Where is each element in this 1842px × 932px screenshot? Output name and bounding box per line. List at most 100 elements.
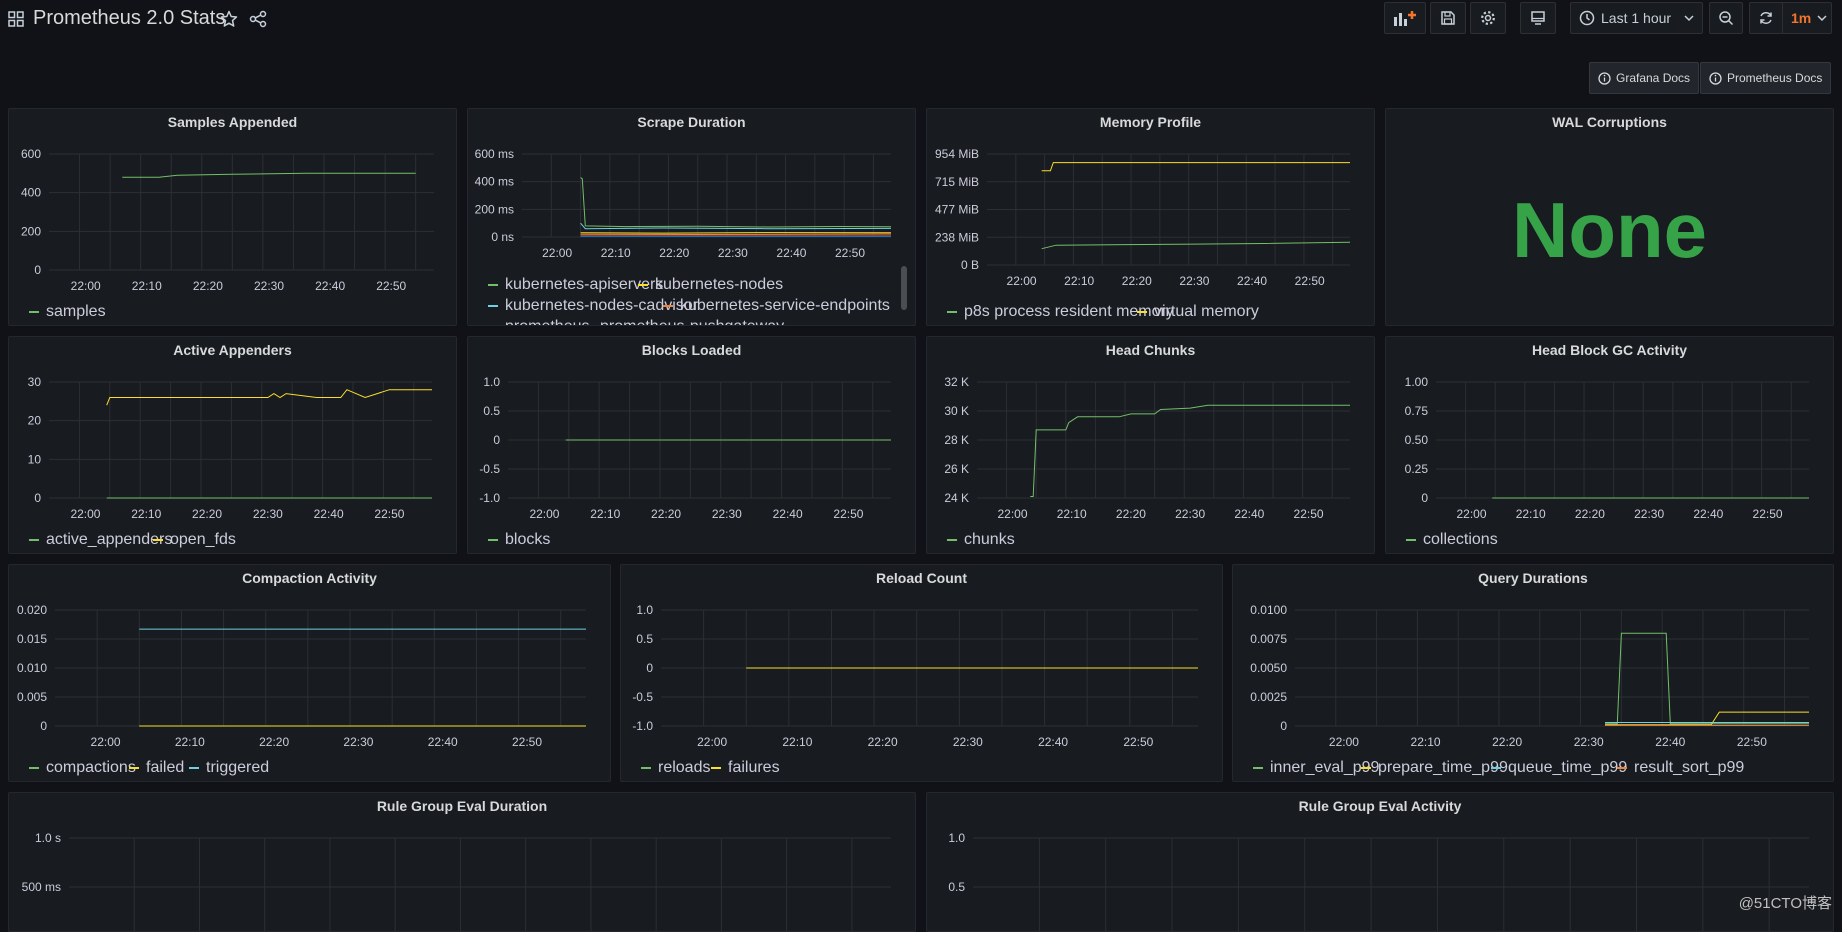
legend-swatch xyxy=(1361,767,1371,769)
legend-item[interactable]: triggered xyxy=(189,759,269,777)
chart-svg[interactable]: 1.0 0.5 0 -0.5 -1.0 22:00 22:10 22:20 22:30 22:40… xyxy=(468,337,915,553)
legend-item[interactable]: active_appenders xyxy=(29,531,172,549)
chart-svg[interactable]: 600 ms 400 ms 200 ms 0 ns 22:00 22:10 22:20 22:… xyxy=(468,109,915,325)
legend-label: virtual memory xyxy=(1154,303,1259,320)
legend-item[interactable]: result_sort_p99 xyxy=(1617,759,1744,777)
chart-svg[interactable]: 30 20 10 0 22:00 22:10 22:20 22:30 22:40 22:50 xyxy=(9,337,456,553)
panel-title[interactable]: Head Chunks xyxy=(1105,342,1196,358)
chart-svg[interactable]: 0.0100 0.0075 0.0050 0.0025 0 22:00 22:10 22:20… xyxy=(1233,565,1833,781)
legend-item[interactable]: virtual memory xyxy=(1137,303,1259,321)
panel-title[interactable]: WAL Corruptions xyxy=(1552,114,1667,130)
series-line-kubernetes-apiservers[interactable] xyxy=(580,177,892,228)
legend-item[interactable]: p8s process resident memory xyxy=(947,303,1174,321)
y-tick-label: 0.5 xyxy=(483,404,500,418)
legend-label: kubernetes-nodes-cadvisor xyxy=(505,297,698,314)
panel-rule-group-eval-duration[interactable]: Rule Group Eval Duration 1.0 s 500 ms 0 ns xyxy=(8,792,916,932)
legend-item[interactable]: failures xyxy=(711,759,780,777)
legend-item[interactable]: failed xyxy=(129,759,184,777)
panel-query-durations[interactable]: Query Durations 0.0100 0.0075 0.0050 0.0025… xyxy=(1232,564,1834,782)
add-panel-button[interactable] xyxy=(1384,2,1426,34)
time-picker-button[interactable]: Last 1 hour xyxy=(1570,2,1703,34)
series-line-prepare_time_p99[interactable] xyxy=(1605,711,1809,726)
tv-mode-button[interactable] xyxy=(1520,2,1556,34)
series-line-chunks[interactable] xyxy=(1030,404,1350,497)
series-line-samples[interactable] xyxy=(122,172,416,178)
chart-svg[interactable]: 1.00 0.75 0.50 0.25 0 22:00 22:10 22:20 22:30 22:… xyxy=(1386,337,1833,553)
grafana-docs-link[interactable]: Grafana Docs xyxy=(1589,62,1700,94)
panel-rule-group-eval-activity[interactable]: Rule Group Eval Activity 1.0 0.5 0 xyxy=(926,792,1834,932)
chart-svg[interactable]: 600 400 200 0 22:00 22:10 22:20 22:30 22:40 22:50 xyxy=(9,109,456,325)
refresh-picker-button[interactable]: 1m xyxy=(1749,2,1832,34)
legend-item[interactable]: kubernetes-service-endpoints xyxy=(663,297,890,315)
chart-svg[interactable]: 1.0 0.5 0 xyxy=(927,793,1833,931)
legend-item[interactable]: reloads xyxy=(641,759,710,777)
add-panel-icon xyxy=(1394,11,1416,26)
legend-item[interactable]: inner_eval_p99 xyxy=(1253,759,1379,777)
apps-icon[interactable] xyxy=(8,11,24,27)
y-tick-label: 0 xyxy=(34,491,41,505)
panel-scrape-duration[interactable]: Scrape Duration 600 ms 400 ms 200 ms 0 ns 22… xyxy=(467,108,916,326)
series-line-virtual memory[interactable] xyxy=(1041,162,1350,172)
legend-item[interactable]: prometheus-pushgateway xyxy=(583,318,784,325)
save-dashboard-button[interactable] xyxy=(1430,2,1466,34)
prometheus-docs-link[interactable]: Prometheus Docs xyxy=(1700,62,1832,94)
panel-reload-count[interactable]: Reload Count 1.0 0.5 0 -0.5 -1.0 22:00 22:10 22… xyxy=(620,564,1223,782)
chart-svg[interactable]: 0.020 0.015 0.010 0.005 0 22:00 22:10 22:20 22:3… xyxy=(9,565,610,781)
legend-item[interactable]: prepare_time_p99 xyxy=(1361,759,1508,777)
chart-svg[interactable]: 1.0 0.5 0 -0.5 -1.0 22:00 22:10 22:20 22:30 22:40… xyxy=(621,565,1222,781)
panel-memory-profile[interactable]: Memory Profile 954 MiB 715 MiB 477 MiB 238 … xyxy=(926,108,1375,326)
chart-svg[interactable]: 1.0 s 500 ms 0 ns xyxy=(9,793,915,931)
series-line-open_fds[interactable] xyxy=(106,389,432,406)
x-tick-label: 22:10 xyxy=(175,735,205,749)
series-line-p8s process resident memory[interactable] xyxy=(1041,241,1351,250)
legend-item[interactable]: collections xyxy=(1406,531,1498,549)
series-line-inner_eval_p99[interactable] xyxy=(1605,632,1809,725)
series-line-kubernetes-nodes-cadvisor[interactable] xyxy=(580,222,892,230)
share-icon[interactable] xyxy=(249,10,267,28)
star-icon[interactable] xyxy=(220,10,238,28)
series-line-kubernetes-nodes[interactable] xyxy=(580,232,892,234)
panel-title[interactable]: Active Appenders xyxy=(173,342,292,358)
legend-item[interactable]: compactions xyxy=(29,759,136,777)
panel-title[interactable]: Head Block GC Activity xyxy=(1531,342,1688,358)
x-tick-label: 22:00 xyxy=(998,507,1028,521)
y-tick-label: 238 MiB xyxy=(935,230,979,244)
chart-svg[interactable]: 32 K 30 K 28 K 26 K 24 K 22:00 22:10 22:20 22:30… xyxy=(927,337,1374,553)
series-line-kubernetes-service-endpoints[interactable] xyxy=(580,233,892,236)
panel-compaction-activity[interactable]: Compaction Activity 0.020 0.015 0.010 0.005… xyxy=(8,564,611,782)
chart-svg[interactable]: 954 MiB 715 MiB 477 MiB 238 MiB 0 B 22:00 22:1… xyxy=(927,109,1374,325)
panel-head-block-gc-activity[interactable]: Head Block GC Activity 1.00 0.75 0.50 0.25 0… xyxy=(1385,336,1834,554)
legend-scrollbar[interactable] xyxy=(901,266,907,310)
panel-blocks-loaded[interactable]: Blocks Loaded 1.0 0.5 0 -0.5 -1.0 22:00 22:10 2… xyxy=(467,336,916,554)
panel-title[interactable]: Reload Count xyxy=(876,570,967,586)
legend-item[interactable]: blocks xyxy=(488,531,550,549)
legend-item[interactable]: samples xyxy=(29,303,106,321)
dashboard-settings-button[interactable] xyxy=(1470,2,1506,34)
panel-samples-appended[interactable]: Samples Appended 600 400 200 0 22:00 22:10 22:… xyxy=(8,108,457,326)
panel-active-appenders[interactable]: Active Appenders 30 20 10 0 22:00 22:10 22:20 2… xyxy=(8,336,457,554)
legend-item[interactable]: chunks xyxy=(947,531,1015,549)
panel-title[interactable]: Memory Profile xyxy=(1099,114,1202,130)
y-tick-label: 20 xyxy=(28,414,42,428)
legend-item[interactable]: kubernetes-nodes-cadvisor xyxy=(488,297,698,315)
legend-item[interactable]: open_fds xyxy=(153,531,236,549)
panel-wal-corruptions[interactable]: WAL Corruptions None xyxy=(1385,108,1834,326)
panel-title[interactable]: Scrape Duration xyxy=(637,114,746,130)
panel-title[interactable]: Samples Appended xyxy=(167,114,298,130)
legend-label: compactions xyxy=(46,759,136,776)
panel-title[interactable]: Rule Group Eval Activity xyxy=(1298,798,1462,814)
panel-title[interactable]: Query Durations xyxy=(1478,570,1588,586)
panel-title[interactable]: Rule Group Eval Duration xyxy=(376,798,548,814)
legend-item[interactable]: kubernetes-apiservers xyxy=(488,276,663,294)
legend-item[interactable]: kubernetes-nodes xyxy=(638,276,783,294)
legend-item[interactable]: prometheus xyxy=(488,318,590,325)
legend-item[interactable]: queue_time_p99 xyxy=(1491,759,1627,777)
x-tick-label: 22:00 xyxy=(1329,735,1359,749)
zoom-out-button[interactable] xyxy=(1709,2,1743,34)
x-tick-label: 22:20 xyxy=(659,246,689,260)
panel-title[interactable]: Compaction Activity xyxy=(242,570,377,586)
panel-title[interactable]: Blocks Loaded xyxy=(641,342,742,358)
zoom-out-icon xyxy=(1719,11,1734,26)
panel-head-chunks[interactable]: Head Chunks 32 K 30 K 28 K 26 K 24 K 22:00 22:… xyxy=(926,336,1375,554)
dashboard-title[interactable]: Prometheus 2.0 Stats xyxy=(33,7,226,29)
